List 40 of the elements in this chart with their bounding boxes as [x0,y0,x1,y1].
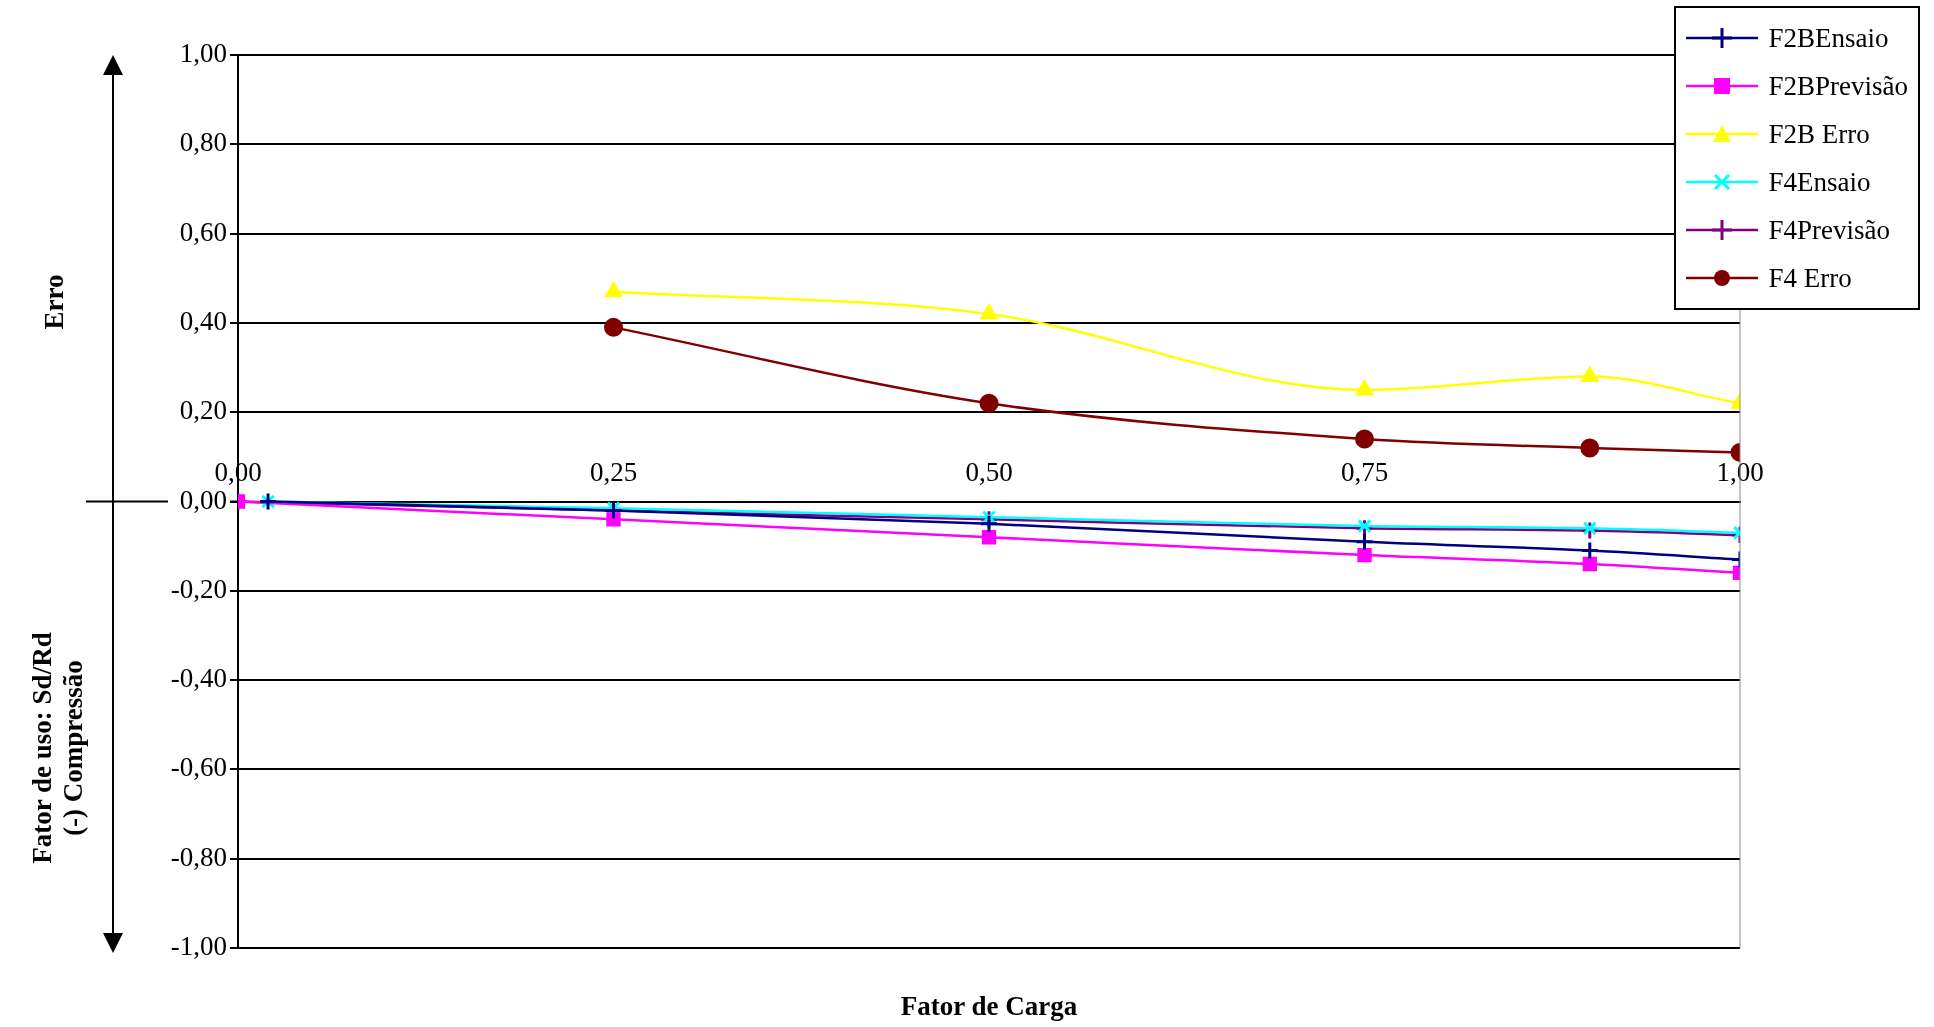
legend-label: F2B Erro [1768,118,1870,150]
y-tick-label: 0,80 [179,127,227,158]
point [1357,518,1372,534]
point [980,304,998,320]
y-tick-label: -0,40 [170,663,227,694]
point [981,530,997,545]
y-tick-label: 0,00 [179,484,227,515]
y-tick-label: 1,00 [179,38,227,69]
legend-label: F4Previsão [1768,214,1890,246]
legend-label: F4Ensaio [1768,166,1871,198]
y-tick-label: -0,80 [170,841,227,872]
y-axis-title: Erro [38,274,70,330]
point [1581,366,1599,382]
y-tick-label: -0,60 [170,752,227,783]
y-tick-label: -0,20 [170,573,227,604]
point [605,282,622,298]
point [1582,521,1597,536]
x-tick-label: 0,50 [965,456,1013,487]
x-tick-label: 1,00 [1716,456,1764,487]
legend-label: F2BPrevisão [1768,70,1908,102]
point [979,393,999,413]
x-tick-label: 0,75 [1340,456,1389,487]
x-axis-title: Fator de Carga [900,990,1078,1022]
point [1580,541,1600,561]
point [1355,532,1374,552]
y-tick-label: -1,00 [170,931,227,962]
point [1580,438,1600,458]
x-tick-label: 0,25 [589,456,638,487]
point [604,317,623,337]
legend-label: F2BEnsaio [1768,22,1889,54]
point [1582,556,1597,572]
point [979,514,999,534]
y-tick-label: 0,60 [179,216,227,247]
y-tick-label: 0,40 [179,305,227,336]
point [1356,380,1373,396]
y-tick-label: 0,20 [179,395,227,426]
point [1357,547,1372,563]
point [1355,429,1374,449]
legend-label: F4 Erro [1768,262,1852,294]
text: Fator de uso: Sd/Rd (-) Compressão [27,632,89,864]
